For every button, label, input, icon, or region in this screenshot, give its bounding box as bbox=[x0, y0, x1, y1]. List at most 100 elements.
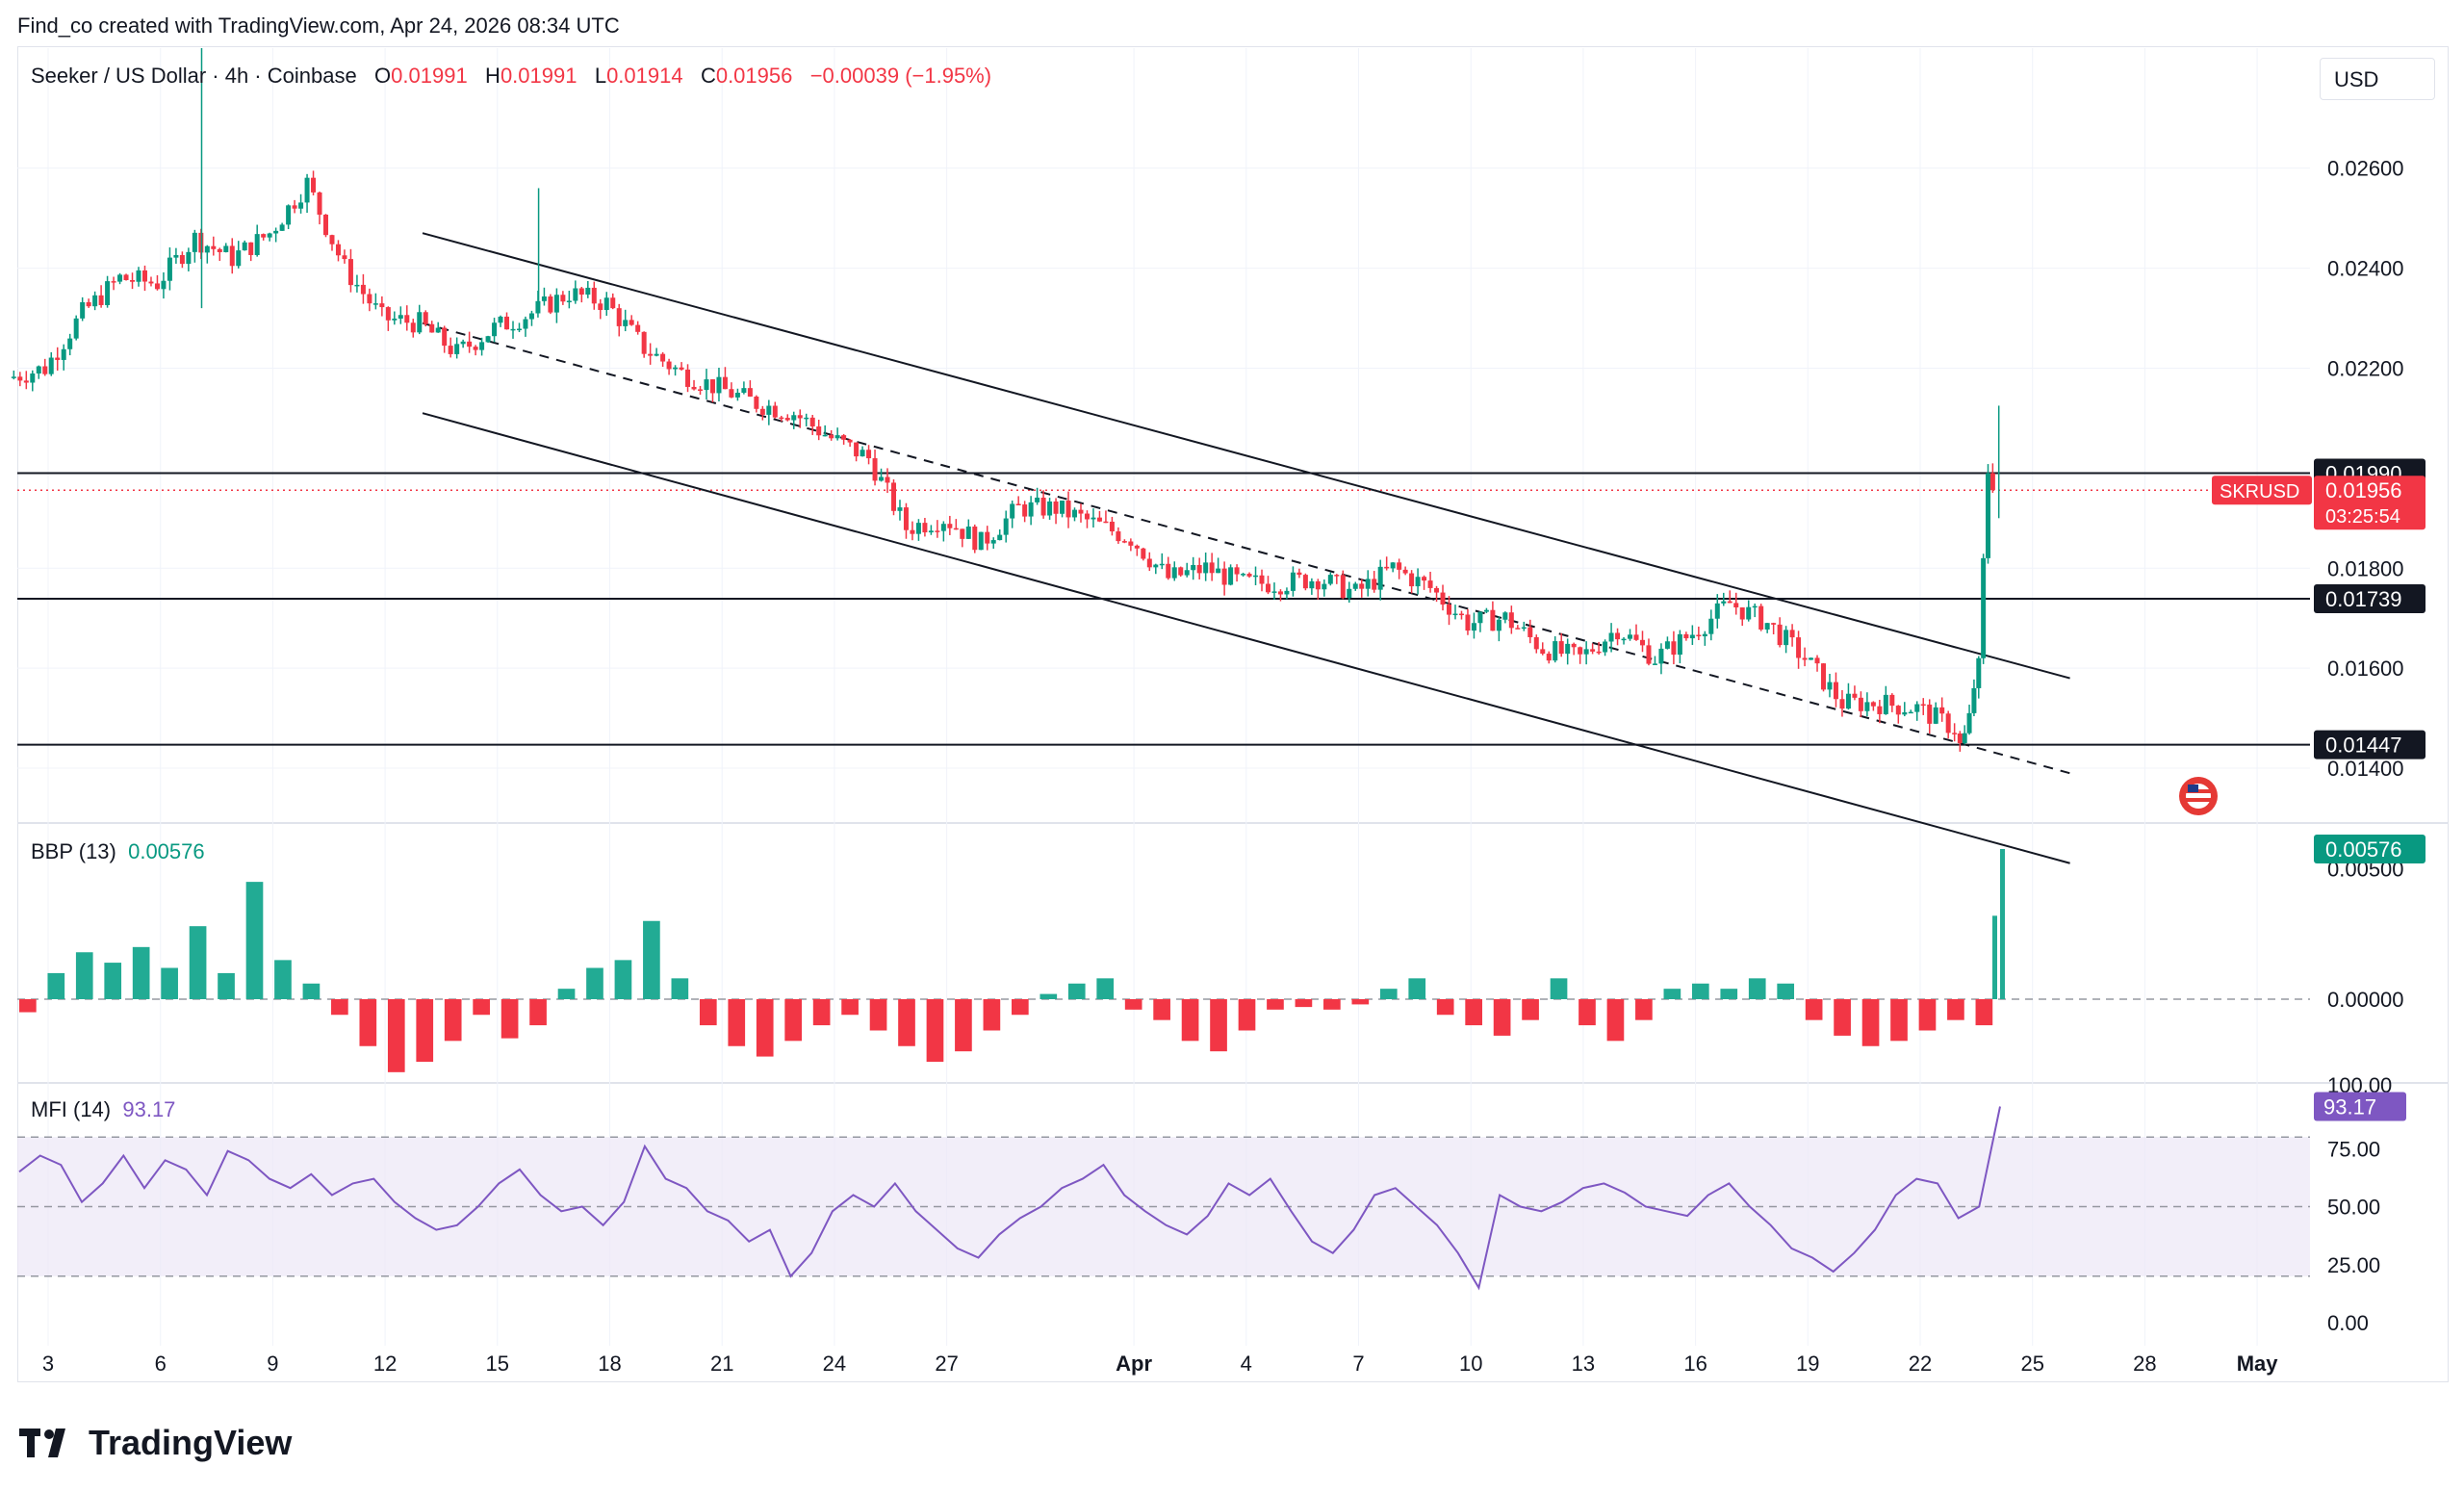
candle-body-50 bbox=[323, 214, 329, 236]
candle-259 bbox=[1628, 629, 1633, 641]
bbp-bar-37 bbox=[1067, 983, 1086, 999]
bbp-bar-26 bbox=[756, 999, 774, 1057]
candle-body-192 bbox=[1209, 562, 1215, 574]
candle-93 bbox=[591, 281, 597, 310]
candle-body-226 bbox=[1422, 577, 1427, 581]
candle-body-14 bbox=[98, 295, 104, 305]
candle-body-98 bbox=[623, 320, 629, 326]
candle-body-246 bbox=[1546, 654, 1552, 661]
candle-111 bbox=[704, 369, 709, 400]
candle-body-261 bbox=[1639, 639, 1645, 646]
candle-body-15 bbox=[105, 281, 111, 305]
candle-body-308 bbox=[1933, 707, 1938, 724]
candle-body-132 bbox=[834, 435, 840, 439]
candle-87 bbox=[553, 288, 559, 323]
candle-99 bbox=[629, 315, 634, 326]
time-tick-label-9: Apr bbox=[1116, 1351, 1152, 1376]
mfi-value-tag-label: 93.17 bbox=[2323, 1094, 2376, 1119]
candle-body-124 bbox=[784, 418, 790, 421]
candle-body-304 bbox=[1908, 711, 1913, 714]
candle-286 bbox=[1796, 631, 1802, 669]
candle-67 bbox=[429, 321, 435, 333]
high-value: 0.01991 bbox=[500, 64, 578, 88]
tradingview-logo[interactable]: TradingView bbox=[19, 1423, 292, 1463]
candle-223 bbox=[1402, 566, 1408, 576]
candle-155 bbox=[978, 531, 984, 551]
level-tag-label-2: 0.01447 bbox=[2325, 734, 2402, 758]
candle-5 bbox=[42, 358, 48, 376]
candle-319 bbox=[1989, 463, 1995, 493]
candle-76 bbox=[485, 335, 491, 344]
candle-body-53 bbox=[342, 255, 347, 260]
candle-142 bbox=[897, 500, 903, 521]
candle-body-34 bbox=[223, 245, 229, 252]
candle-body-13 bbox=[92, 295, 98, 307]
mfi-tick-label-2: 50.00 bbox=[2327, 1196, 2380, 1220]
candle-213 bbox=[1340, 570, 1346, 600]
last-price-tag-value: 0.01956 bbox=[2325, 478, 2402, 502]
candle-body-191 bbox=[1203, 562, 1209, 574]
candle-118 bbox=[747, 380, 753, 398]
candle-278 bbox=[1746, 600, 1752, 622]
candle-body-104 bbox=[660, 353, 666, 362]
candle-body-96 bbox=[610, 297, 616, 309]
tradingview-logo-text: TradingView bbox=[89, 1423, 293, 1462]
candle-34 bbox=[223, 243, 229, 253]
candle-317 bbox=[1981, 553, 1987, 664]
candle-body-199 bbox=[1253, 575, 1259, 578]
mfi-title: MFI (14) bbox=[31, 1097, 112, 1121]
candle-107 bbox=[679, 362, 684, 371]
candle-body-107 bbox=[679, 367, 684, 370]
candle-12 bbox=[86, 298, 91, 308]
candle-108 bbox=[685, 364, 691, 393]
time-tick-label-19: May bbox=[2237, 1351, 2279, 1376]
candle-291 bbox=[1827, 673, 1833, 698]
candle-200 bbox=[1259, 569, 1265, 592]
candle-309 bbox=[1939, 697, 1945, 722]
candle-body-147 bbox=[928, 530, 934, 533]
time-tick-label-8: 27 bbox=[935, 1351, 958, 1376]
bbp-bar-32 bbox=[926, 999, 944, 1062]
candle-body-74 bbox=[473, 347, 478, 350]
candle-body-186 bbox=[1171, 567, 1177, 579]
candle-197 bbox=[1241, 572, 1246, 577]
candle-69 bbox=[442, 325, 448, 353]
symbol-label[interactable]: Seeker / US Dollar · 4h · Coinbase bbox=[31, 64, 357, 88]
candle-body-75 bbox=[479, 342, 485, 350]
candle-body-211 bbox=[1327, 575, 1333, 584]
candle-212 bbox=[1334, 574, 1340, 584]
candle-body-293 bbox=[1839, 699, 1845, 709]
currency-selector[interactable]: USD bbox=[2320, 58, 2435, 100]
bbp-bar-6 bbox=[189, 926, 207, 999]
mfi-legend[interactable]: MFI (14) 93.17 bbox=[31, 1097, 175, 1122]
candle-body-277 bbox=[1739, 607, 1745, 620]
candle-body-51 bbox=[329, 235, 335, 245]
bbp-bar-71 bbox=[2000, 849, 2005, 999]
candle-body-126 bbox=[797, 415, 803, 419]
candle-body-144 bbox=[910, 529, 915, 534]
candle-293 bbox=[1839, 689, 1845, 717]
candle-body-152 bbox=[960, 528, 965, 539]
candle-151 bbox=[953, 519, 959, 530]
candle-61 bbox=[392, 311, 398, 325]
candle-252 bbox=[1583, 641, 1589, 665]
bbp-value-tag bbox=[2314, 835, 2426, 863]
bbp-legend[interactable]: BBP (13) 0.00576 bbox=[31, 839, 205, 864]
candle-body-0 bbox=[11, 376, 16, 378]
candle-38 bbox=[248, 242, 254, 262]
bbp-bar-13 bbox=[387, 999, 405, 1072]
bbp-bar-62 bbox=[1777, 983, 1795, 999]
candle-89 bbox=[566, 290, 572, 309]
candle-body-169 bbox=[1065, 501, 1071, 518]
candle-47 bbox=[304, 173, 310, 214]
candle-body-280 bbox=[1758, 605, 1764, 630]
candle-body-112 bbox=[709, 379, 715, 394]
candle-248 bbox=[1558, 632, 1564, 657]
candle-184 bbox=[1159, 553, 1165, 570]
time-tick-label-18: 28 bbox=[2133, 1351, 2156, 1376]
open-value: 0.01991 bbox=[391, 64, 468, 88]
candle-body-212 bbox=[1334, 575, 1340, 577]
descending-channel bbox=[422, 232, 2070, 864]
bbp-bar-8 bbox=[245, 882, 264, 999]
